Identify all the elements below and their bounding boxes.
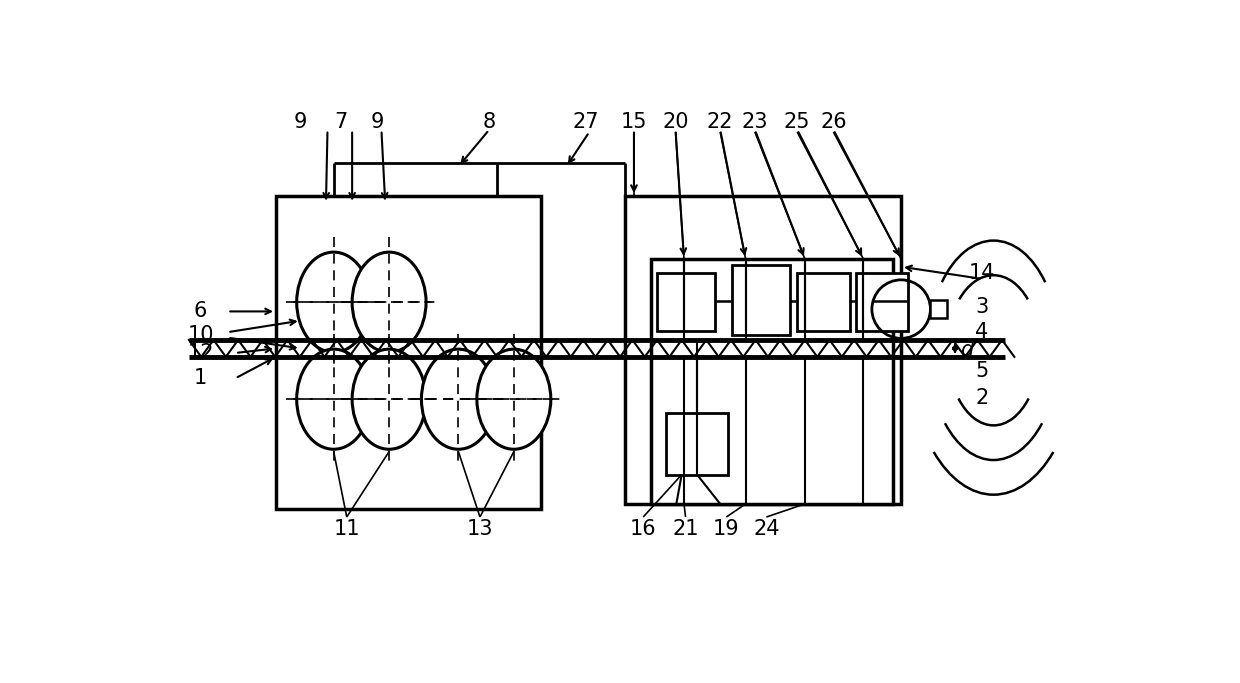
- Ellipse shape: [422, 349, 495, 449]
- Text: d: d: [960, 340, 973, 360]
- Bar: [277, 196, 541, 510]
- Text: 16: 16: [630, 518, 656, 539]
- Bar: [797, 273, 849, 331]
- Text: 6: 6: [193, 301, 207, 322]
- Text: 20: 20: [662, 112, 688, 132]
- Text: 8: 8: [482, 112, 496, 132]
- Ellipse shape: [352, 252, 427, 352]
- Text: 14: 14: [968, 263, 996, 283]
- Text: 3: 3: [976, 297, 988, 317]
- Bar: [856, 273, 908, 331]
- Bar: [625, 196, 901, 504]
- Text: 12: 12: [187, 343, 213, 363]
- Text: 4: 4: [976, 322, 988, 342]
- Text: 9: 9: [294, 112, 308, 132]
- Text: 25: 25: [784, 112, 811, 132]
- Bar: [732, 265, 790, 335]
- Bar: [651, 259, 894, 504]
- Ellipse shape: [477, 349, 551, 449]
- Text: 10: 10: [187, 324, 213, 344]
- Text: 5: 5: [976, 361, 988, 380]
- Text: 24: 24: [753, 518, 780, 539]
- Text: 22: 22: [707, 112, 733, 132]
- Bar: [666, 413, 728, 475]
- Ellipse shape: [352, 349, 427, 449]
- Ellipse shape: [296, 349, 371, 449]
- Text: 27: 27: [572, 112, 599, 132]
- Text: 19: 19: [713, 518, 740, 539]
- Text: 11: 11: [334, 518, 360, 539]
- Text: 26: 26: [820, 112, 847, 132]
- Text: 2: 2: [976, 388, 988, 408]
- Text: 7: 7: [335, 112, 348, 132]
- Text: 23: 23: [742, 112, 768, 132]
- Ellipse shape: [296, 252, 371, 352]
- Text: 9: 9: [371, 112, 384, 132]
- Bar: [930, 300, 947, 318]
- Text: 21: 21: [672, 518, 699, 539]
- Text: 15: 15: [621, 112, 647, 132]
- Bar: [657, 273, 714, 331]
- Text: 1: 1: [193, 368, 207, 389]
- Text: 13: 13: [466, 518, 494, 539]
